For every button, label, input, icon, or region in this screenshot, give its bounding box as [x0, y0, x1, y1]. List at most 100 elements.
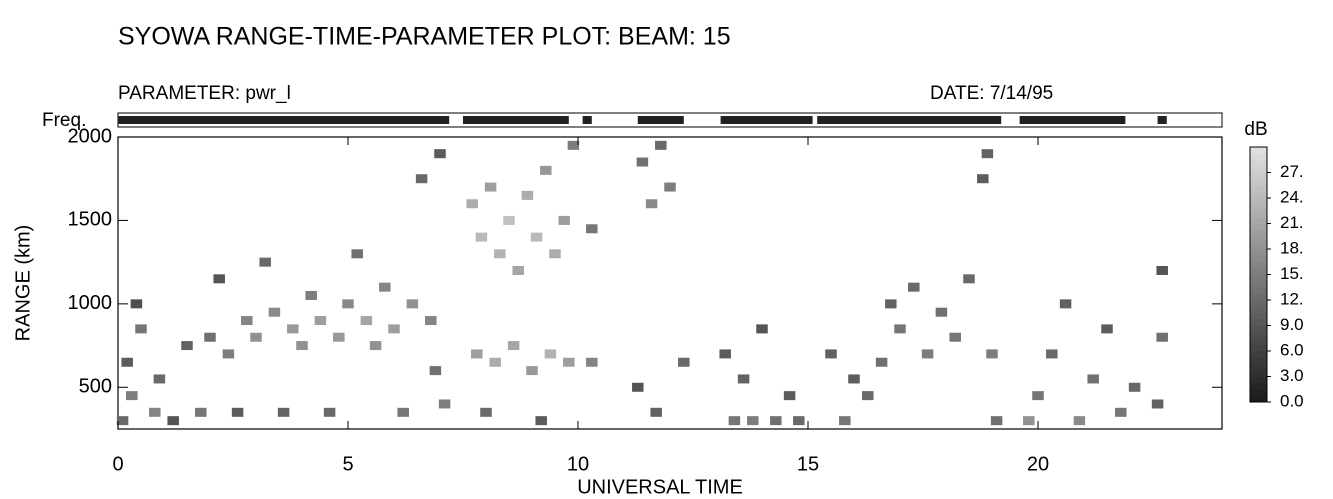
- data-cell: [632, 382, 644, 392]
- data-cell: [839, 416, 851, 426]
- data-cell: [1023, 416, 1035, 426]
- colorbar-step: [1250, 325, 1267, 333]
- colorbar-step: [1250, 236, 1267, 244]
- y-tick-label: 1000: [68, 292, 113, 314]
- data-cell: [406, 299, 419, 309]
- data-cell: [314, 316, 327, 326]
- colorbar-step: [1250, 344, 1267, 352]
- colorbar-step: [1250, 351, 1267, 358]
- colorbar-tick-label: 27.: [1280, 162, 1304, 181]
- colorbar-step: [1250, 395, 1267, 403]
- data-cell: [323, 407, 336, 417]
- x-tick-label: 5: [342, 453, 353, 475]
- data-cell: [728, 416, 741, 426]
- data-cell: [986, 349, 998, 359]
- colorbar-step: [1250, 153, 1267, 161]
- colorbar-step: [1250, 300, 1267, 307]
- data-cell: [1128, 382, 1141, 392]
- data-cell: [981, 149, 994, 159]
- freq-segment: [582, 116, 592, 124]
- data-cell: [526, 366, 538, 376]
- colorbar-step: [1250, 382, 1267, 390]
- colorbar-step: [1250, 293, 1267, 301]
- data-cell: [503, 215, 515, 225]
- data-cell: [149, 407, 161, 417]
- plot-frame: [117, 136, 1223, 430]
- data-cell: [116, 416, 129, 426]
- data-cell: [494, 249, 506, 259]
- colorbar-tick-label: 6.0: [1280, 340, 1304, 359]
- colorbar-step: [1250, 172, 1267, 180]
- colorbar-step: [1250, 242, 1267, 250]
- y-tick-label: 1500: [68, 209, 113, 231]
- data-cell: [1151, 399, 1164, 409]
- colorbar-step: [1250, 280, 1267, 288]
- colorbar-step: [1250, 178, 1267, 186]
- data-cell: [360, 316, 373, 326]
- colorbar-tick-label: 9.0: [1280, 315, 1304, 334]
- data-cell: [963, 274, 975, 284]
- data-cell: [1059, 299, 1072, 309]
- data-cell: [475, 232, 488, 242]
- data-cell: [195, 407, 207, 417]
- data-cell: [484, 182, 497, 192]
- data-cell: [567, 140, 580, 150]
- data-cell: [1156, 332, 1168, 342]
- colorbar-step: [1250, 312, 1267, 320]
- colorbar-step: [1250, 370, 1267, 377]
- data-cell: [535, 416, 547, 426]
- data-cell: [480, 407, 492, 417]
- data-cell: [1032, 391, 1044, 401]
- x-tick-label: 15: [797, 453, 819, 475]
- data-cell: [921, 349, 934, 359]
- data-cell: [438, 399, 451, 409]
- data-cell: [231, 407, 244, 417]
- data-cell: [121, 357, 133, 367]
- colorbar-step: [1250, 147, 1267, 154]
- data-cell: [434, 149, 446, 159]
- x-tick-label: 10: [567, 453, 589, 475]
- colorbar-step: [1250, 261, 1267, 269]
- x-tick-label: 0: [112, 453, 123, 475]
- colorbar-step: [1250, 217, 1267, 224]
- data-cell: [425, 316, 437, 326]
- freq-segment: [118, 116, 450, 124]
- colorbar-tick-label: 0.0: [1280, 391, 1304, 410]
- data-cell: [737, 374, 750, 384]
- data-cell: [990, 416, 1003, 426]
- data-cell: [507, 341, 520, 351]
- data-cell: [793, 416, 805, 426]
- x-tick-label: 20: [1027, 453, 1049, 475]
- colorbar-tick-label: 21.: [1280, 213, 1304, 232]
- data-cell: [126, 391, 138, 401]
- data-cell: [563, 357, 575, 367]
- data-cell: [1046, 349, 1058, 359]
- data-cell: [429, 366, 442, 376]
- data-cell: [650, 407, 662, 417]
- data-cell: [415, 174, 428, 184]
- data-cell: [756, 324, 768, 334]
- data-cell: [153, 374, 166, 384]
- freq-segment: [1157, 116, 1167, 124]
- data-cell: [130, 299, 143, 309]
- data-cell: [135, 324, 147, 334]
- colorbar-tick-label: 15.: [1280, 264, 1304, 283]
- colorbar-step: [1250, 210, 1267, 218]
- data-cell: [977, 174, 989, 184]
- data-cell: [875, 357, 888, 367]
- data-cell: [213, 274, 225, 284]
- colorbar-step: [1250, 223, 1267, 231]
- data-cell: [268, 307, 281, 317]
- colorbar-step: [1250, 376, 1267, 384]
- data-cell: [549, 249, 561, 259]
- colorbar-step: [1250, 185, 1267, 193]
- data-cell: [222, 349, 235, 359]
- colorbar-step: [1250, 204, 1267, 212]
- data-cell: [296, 341, 308, 351]
- freq-segment: [637, 116, 684, 124]
- freq-label: Freq.: [42, 110, 86, 131]
- colorbar-tick-label: 12.: [1280, 289, 1304, 308]
- data-cell: [770, 416, 782, 426]
- data-cell: [181, 341, 193, 351]
- chart-title: SYOWA RANGE-TIME-PARAMETER PLOT: BEAM: 1…: [118, 23, 731, 51]
